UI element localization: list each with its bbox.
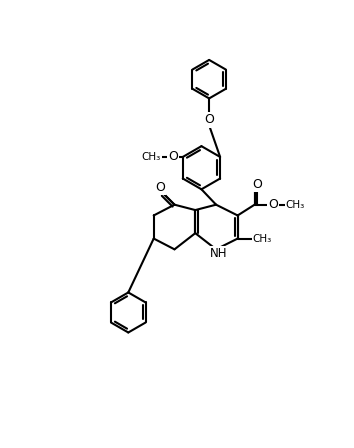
Text: CH₃: CH₃ — [253, 233, 272, 244]
Text: CH₃: CH₃ — [286, 200, 305, 210]
Text: O: O — [204, 113, 214, 126]
Text: CH₃: CH₃ — [142, 152, 161, 162]
Text: O: O — [252, 178, 262, 191]
Text: NH: NH — [210, 247, 227, 260]
Text: O: O — [155, 181, 165, 194]
Text: O: O — [168, 151, 178, 164]
Text: O: O — [268, 198, 278, 211]
